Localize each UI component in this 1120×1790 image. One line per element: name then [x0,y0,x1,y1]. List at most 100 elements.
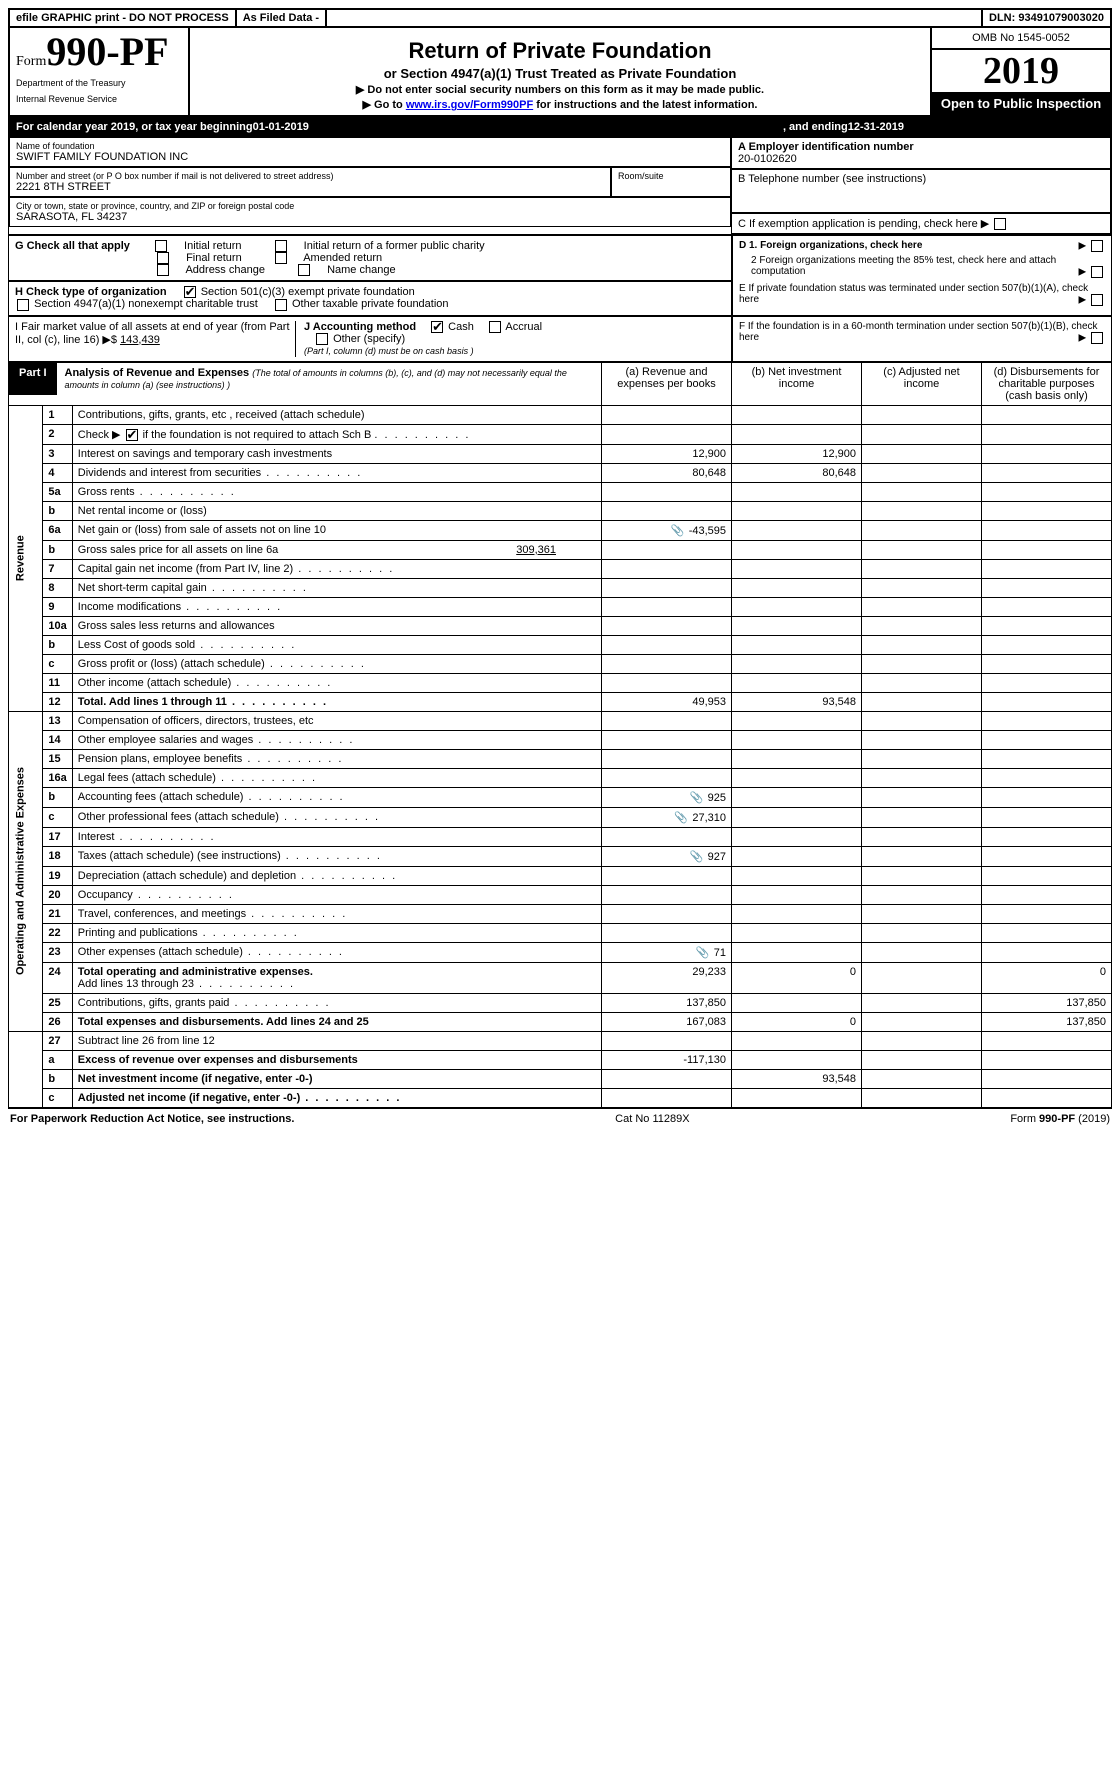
attach-icon[interactable]: 📎 [689,850,705,863]
col-a-header: (a) Revenue and expenses per books [602,362,732,405]
irs-link[interactable]: www.irs.gov/Form990PF [406,99,533,111]
line-25-d: 137,850 [982,993,1112,1012]
line-23-a: 📎 71 [602,942,732,962]
attach-icon[interactable]: 📎 [670,524,686,537]
line-24: Total operating and administrative expen… [72,962,601,993]
g-amended[interactable] [275,252,287,264]
line-24-d: 0 [982,962,1112,993]
line-7: Capital gain net income (from Part IV, l… [72,559,601,578]
line-10a: Gross sales less returns and allowances [72,616,601,635]
g-final-return[interactable] [157,252,169,264]
g-address-change[interactable] [157,264,169,276]
line-4-b: 80,648 [732,463,862,482]
address-value: 2221 8TH STREET [16,181,604,193]
line-10c: Gross profit or (loss) (attach schedule) [72,654,601,673]
line-27b-b: 93,548 [732,1069,862,1088]
line-27a-a: -117,130 [602,1050,732,1069]
attach-icon[interactable]: 📎 [695,946,711,959]
instructions-line: ▶ Go to www.irs.gov/Form990PF for instru… [198,98,922,111]
g-name-change[interactable] [298,264,310,276]
line-26: Total expenses and disbursements. Add li… [72,1012,601,1031]
col-c-header: (c) Adjusted net income [862,362,982,405]
form-title: Return of Private Foundation [198,38,922,64]
i-fmv-value: 143,439 [120,334,160,346]
e-checkbox[interactable] [1091,294,1103,306]
col-d-header: (d) Disbursements for charitable purpose… [982,362,1112,405]
foundation-name: SWIFT FAMILY FOUNDATION INC [16,151,724,163]
line-16c-a: 📎 27,310 [602,807,732,827]
form-ref: Form 990-PF (2019) [1010,1113,1110,1125]
d1-checkbox[interactable] [1091,240,1103,252]
attach-icon[interactable]: 📎 [673,811,689,824]
line-16c: Other professional fees (attach schedule… [72,807,601,827]
foundation-name-cell: Name of foundation SWIFT FAMILY FOUNDATI… [9,137,731,167]
asfiled-label: As Filed Data - [237,10,327,26]
paperwork-notice: For Paperwork Reduction Act Notice, see … [10,1113,294,1125]
line-27a: Excess of revenue over expenses and disb… [72,1050,601,1069]
c-checkbox[interactable] [994,218,1006,230]
j-note: (Part I, column (d) must be on cash basi… [304,346,474,356]
telephone-cell: B Telephone number (see instructions) [731,169,1111,213]
dln-label: DLN: [989,12,1015,24]
part1-title: Analysis of Revenue and Expenses [65,367,250,379]
line-21: Travel, conferences, and meetings [72,904,601,923]
line-27c: Adjusted net income (if negative, enter … [72,1088,601,1107]
f-cell: F If the foundation is in a 60-month ter… [732,316,1112,362]
form-subtitle: or Section 4947(a)(1) Trust Treated as P… [198,66,922,81]
attach-icon[interactable]: 📎 [689,791,705,804]
line-23: Other expenses (attach schedule) [72,942,601,962]
line-1: Contributions, gifts, grants, etc , rece… [72,405,601,424]
g-row: G Check all that apply Initial return In… [8,235,732,281]
line-6a-a: 📎 -43,595 [602,520,732,540]
line-16b: Accounting fees (attach schedule) [72,787,601,807]
line-8: Net short-term capital gain [72,578,601,597]
f-checkbox[interactable] [1091,332,1103,344]
ein-value: 20-0102620 [738,153,1104,165]
d2-checkbox[interactable] [1091,266,1103,278]
d-e-cell: D 1. Foreign organizations, check here ▶… [732,235,1112,315]
cat-no: Cat No 11289X [615,1113,689,1125]
line-6a: Net gain or (loss) from sale of assets n… [72,520,601,540]
line-9: Income modifications [72,597,601,616]
line-12: Total. Add lines 1 through 11 [72,692,601,711]
j-accrual[interactable] [489,321,501,333]
ein-cell: A Employer identification number 20-0102… [731,137,1111,169]
g-initial-former[interactable] [275,240,287,252]
line-20: Occupancy [72,885,601,904]
line-14: Other employee salaries and wages [72,730,601,749]
line-13: Compensation of officers, directors, tru… [72,711,601,730]
h-row: H Check type of organization Section 501… [8,281,732,315]
calendar-year-row: For calendar year 2019, or tax year begi… [8,117,1112,137]
dln: DLN: 93491079003020 [981,10,1110,26]
h-501c3[interactable] [184,286,196,298]
top-bar: efile GRAPHIC print - DO NOT PROCESS As … [8,8,1112,28]
line-17: Interest [72,827,601,846]
j-cash[interactable] [431,321,443,333]
h-4947a1[interactable] [17,299,29,311]
line-12-b: 93,548 [732,692,862,711]
ssn-warning: ▶ Do not enter social security numbers o… [198,83,922,96]
part1-tag: Part I [9,363,57,395]
j-other[interactable] [316,333,328,345]
line-24-b: 0 [732,962,862,993]
line-12-a: 49,953 [602,692,732,711]
line-16a: Legal fees (attach schedule) [72,768,601,787]
address-cell: Number and street (or P O box number if … [9,167,611,197]
line-22: Printing and publications [72,923,601,942]
g-initial-return[interactable] [155,240,167,252]
c-exemption-cell: C If exemption application is pending, c… [731,213,1111,234]
dln-value: 93491079003020 [1018,12,1104,24]
efile-notice: efile GRAPHIC print - DO NOT PROCESS [10,10,237,26]
line-2-checkbox[interactable] [126,429,138,441]
line-19: Depreciation (attach schedule) and deple… [72,866,601,885]
line-6b: Gross sales price for all assets on line… [72,540,601,559]
h-other-taxable[interactable] [275,299,287,311]
expenses-label: Operating and Administrative Expenses [9,711,43,1031]
year-begin: 01-01-2019 [253,121,309,133]
line-3-b: 12,900 [732,444,862,463]
footer: For Paperwork Reduction Act Notice, see … [8,1108,1112,1129]
city-cell: City or town, state or province, country… [9,197,731,227]
line-3-a: 12,900 [602,444,732,463]
dept-treasury: Department of the Treasury [16,78,182,88]
line-27b: Net investment income (if negative, ente… [72,1069,601,1088]
